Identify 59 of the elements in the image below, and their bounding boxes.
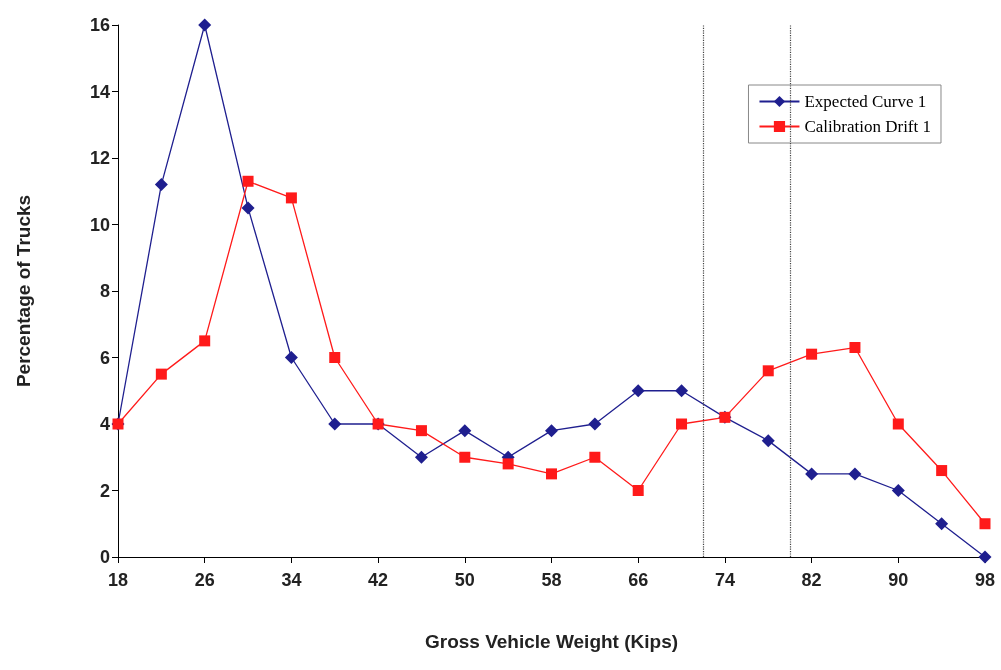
y-tick-label: 4 bbox=[99, 414, 110, 434]
y-tick-label: 10 bbox=[89, 214, 110, 235]
y-tick-label: 12 bbox=[89, 148, 110, 168]
point bbox=[979, 518, 991, 530]
point bbox=[632, 485, 644, 496]
point bbox=[675, 384, 689, 398]
point bbox=[328, 417, 342, 431]
point bbox=[284, 351, 298, 364]
point bbox=[676, 418, 688, 430]
point bbox=[978, 550, 992, 564]
point bbox=[588, 417, 602, 431]
point bbox=[329, 352, 341, 363]
x-tick-label: 26 bbox=[194, 570, 215, 590]
y-tick-label: 0 bbox=[99, 547, 110, 567]
point bbox=[155, 368, 167, 380]
point bbox=[199, 335, 211, 347]
x-tick-label: 18 bbox=[107, 570, 129, 590]
point bbox=[198, 18, 212, 32]
x-tick-label: 82 bbox=[801, 570, 822, 590]
point bbox=[285, 192, 297, 204]
y-tick-label: 16 bbox=[89, 15, 110, 35]
x-axis-title: Gross Vehicle Weight (Kips) bbox=[424, 631, 679, 652]
x-tick-label: 66 bbox=[628, 570, 649, 590]
point bbox=[935, 517, 949, 531]
point bbox=[805, 467, 819, 481]
point bbox=[241, 201, 255, 215]
point bbox=[242, 175, 254, 187]
x-tick-label: 42 bbox=[368, 570, 389, 590]
y-tick-label: 6 bbox=[99, 347, 110, 368]
legend-label: Expected Curve 1 bbox=[804, 92, 927, 111]
point bbox=[589, 451, 601, 463]
point bbox=[154, 178, 168, 192]
point bbox=[892, 418, 904, 430]
point bbox=[848, 467, 862, 481]
x-tick-label: 98 bbox=[974, 570, 996, 590]
y-tick-label: 14 bbox=[89, 81, 110, 102]
point bbox=[806, 348, 818, 360]
point bbox=[458, 424, 472, 438]
y-tick-label: 8 bbox=[99, 281, 110, 301]
x-tick-label: 50 bbox=[454, 570, 475, 590]
x-tick-label: 74 bbox=[714, 570, 735, 590]
x-tick-label: 34 bbox=[281, 570, 302, 590]
point bbox=[891, 484, 905, 497]
point bbox=[459, 451, 471, 463]
point bbox=[849, 342, 861, 354]
y-axis-title: Percentage of Trucks bbox=[13, 194, 34, 388]
point bbox=[415, 425, 427, 437]
point bbox=[502, 458, 514, 470]
point bbox=[761, 434, 775, 448]
legend-label: Calibration Drift 1 bbox=[804, 117, 931, 136]
point bbox=[545, 424, 558, 438]
x-tick-label: 58 bbox=[541, 570, 562, 590]
point bbox=[936, 465, 948, 477]
point bbox=[631, 384, 645, 398]
x-tick-label: 90 bbox=[888, 570, 909, 590]
y-tick-label: 2 bbox=[99, 480, 110, 501]
point bbox=[762, 365, 774, 377]
point bbox=[546, 468, 557, 480]
point bbox=[414, 450, 428, 464]
